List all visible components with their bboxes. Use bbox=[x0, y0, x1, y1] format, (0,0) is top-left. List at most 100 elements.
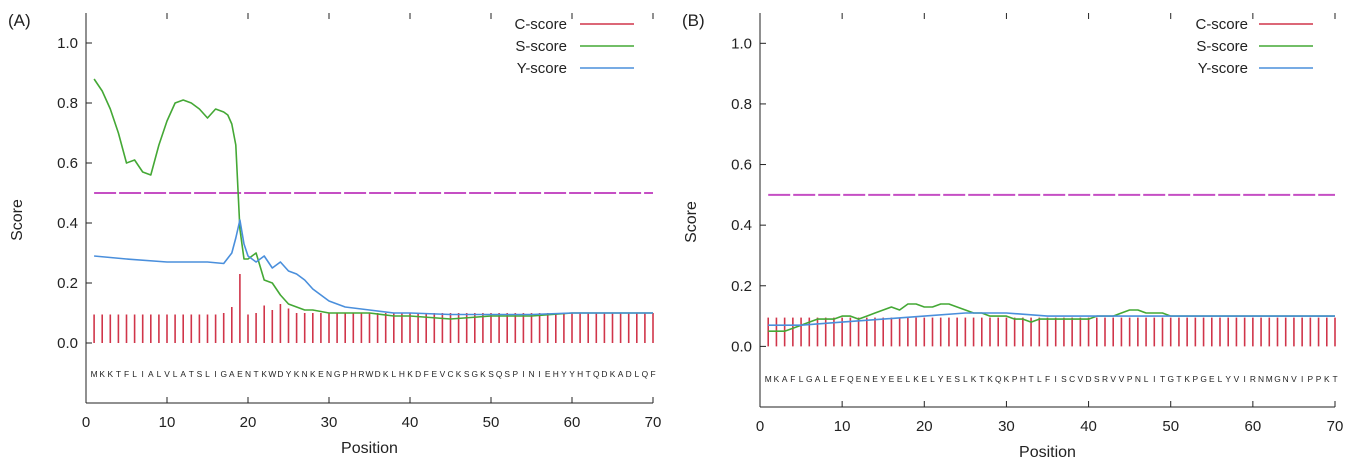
sequence-residue: L bbox=[1037, 374, 1042, 384]
s-score-line bbox=[93, 78, 653, 320]
sequence-residue: E bbox=[889, 374, 895, 384]
sequence-residue: A bbox=[815, 374, 821, 384]
sequence-residue: T bbox=[116, 369, 121, 379]
sequence-residue: K bbox=[383, 369, 389, 379]
sequence-residue: L bbox=[930, 374, 935, 384]
sequence-residue: K bbox=[1184, 374, 1190, 384]
sequence-residue: M bbox=[91, 369, 98, 379]
x-axis-title: Position bbox=[341, 440, 398, 457]
sequence-residue: P bbox=[1193, 374, 1199, 384]
sequence-residue: L bbox=[1218, 374, 1223, 384]
sequence-residue: A bbox=[618, 369, 624, 379]
sequence-residue: L bbox=[963, 374, 968, 384]
x-tick-label: 20 bbox=[240, 414, 257, 431]
sequence-residue: D bbox=[277, 369, 283, 379]
sequence-residue: F bbox=[1045, 374, 1050, 384]
sequence-residue: P bbox=[342, 369, 348, 379]
sequence-residue: K bbox=[610, 369, 616, 379]
sequence-residue: Q bbox=[995, 374, 1002, 384]
sequence-residue: E bbox=[318, 369, 324, 379]
sequence-residue: Q bbox=[593, 369, 600, 379]
sequence-residue: R bbox=[1250, 374, 1256, 384]
sequence-residue: E bbox=[545, 369, 551, 379]
sequence-residue: I bbox=[538, 369, 540, 379]
sequence-residue: K bbox=[294, 369, 300, 379]
sequence-residue: T bbox=[1176, 374, 1181, 384]
sequence-residue: K bbox=[1004, 374, 1010, 384]
sequence-residue: Y bbox=[880, 374, 886, 384]
legend-label: Y-score bbox=[517, 60, 567, 77]
sequence-residue: A bbox=[782, 374, 788, 384]
sequence-residue: P bbox=[1316, 374, 1322, 384]
sequence-residue: T bbox=[1160, 374, 1165, 384]
x-tick-label: 60 bbox=[564, 414, 581, 431]
sequence-residue: L bbox=[906, 374, 911, 384]
panel-label: (B) bbox=[682, 11, 705, 30]
sequence-residue: K bbox=[774, 374, 780, 384]
sequence-residue: I bbox=[1055, 374, 1057, 384]
x-tick-label: 70 bbox=[1327, 418, 1344, 435]
sequence-residue: S bbox=[954, 374, 960, 384]
sequence-residue: S bbox=[488, 369, 494, 379]
y-axis-title: Score bbox=[9, 199, 26, 241]
sequence-residue: G bbox=[806, 374, 813, 384]
sequence-residue: Y bbox=[938, 374, 944, 384]
sequence-residue: G bbox=[1200, 374, 1207, 384]
sequence-residue: D bbox=[375, 369, 381, 379]
sequence-residue: K bbox=[407, 369, 413, 379]
sequence-residue: C bbox=[447, 369, 453, 379]
sequence-residue: N bbox=[1135, 374, 1141, 384]
sequence-residue: L bbox=[173, 369, 178, 379]
sequence-residue: V bbox=[1078, 374, 1084, 384]
sequence-residue: E bbox=[432, 369, 438, 379]
sequence-residue: L bbox=[157, 369, 162, 379]
sequence-residue: F bbox=[790, 374, 795, 384]
sequence-residue: L bbox=[391, 369, 396, 379]
sequence-residue: L bbox=[132, 369, 137, 379]
sequence-residue: G bbox=[472, 369, 479, 379]
sequence-residue: Y bbox=[569, 369, 575, 379]
sequence-residue: I bbox=[214, 369, 216, 379]
sequence-residue: V bbox=[1234, 374, 1240, 384]
sequence-residue: H bbox=[1020, 374, 1026, 384]
sequence-residue: H bbox=[553, 369, 559, 379]
x-tick-label: 0 bbox=[82, 414, 90, 431]
sequence-residue: T bbox=[1029, 374, 1034, 384]
legend-label: S-score bbox=[515, 38, 567, 55]
sequence-residue: E bbox=[237, 369, 243, 379]
sequence-residue: P bbox=[1012, 374, 1018, 384]
y-tick-label: 0.6 bbox=[57, 155, 78, 172]
sequence-residue: T bbox=[1332, 374, 1337, 384]
y-axis-title: Score bbox=[683, 201, 700, 243]
sequence-residue: N bbox=[1258, 374, 1264, 384]
sequence-residue: K bbox=[261, 369, 267, 379]
y-tick-label: 0.8 bbox=[731, 96, 752, 113]
sequence-residue: V bbox=[1119, 374, 1125, 384]
sequence-residue: G bbox=[1274, 374, 1281, 384]
y-score-line bbox=[94, 219, 653, 316]
sequence-residue: H bbox=[350, 369, 356, 379]
legend-label: Y-score bbox=[1198, 60, 1248, 77]
sequence-residue: D bbox=[415, 369, 421, 379]
sequence-residue: I bbox=[1301, 374, 1303, 384]
sequence-residue: F bbox=[840, 374, 845, 384]
sequence-residue: L bbox=[823, 374, 828, 384]
x-axis-title: Position bbox=[1019, 444, 1076, 461]
sequence-residue: N bbox=[302, 369, 308, 379]
x-tick-label: 30 bbox=[321, 414, 338, 431]
sequence-residue: N bbox=[864, 374, 870, 384]
sequence-residue: D bbox=[601, 369, 607, 379]
legend-label: C-score bbox=[514, 16, 567, 33]
sequence-residue: K bbox=[1324, 374, 1330, 384]
sequence-residue: V bbox=[440, 369, 446, 379]
y-tick-label: 0.8 bbox=[57, 95, 78, 112]
sequence-residue: L bbox=[205, 369, 210, 379]
sequence-residue: A bbox=[148, 369, 154, 379]
sequence-residue: Y bbox=[286, 369, 292, 379]
sequence-residue: V bbox=[1110, 374, 1116, 384]
x-tick-label: 0 bbox=[756, 418, 764, 435]
panel-label: (A) bbox=[8, 11, 31, 30]
x-tick-label: 30 bbox=[998, 418, 1015, 435]
sequence-residue: T bbox=[189, 369, 194, 379]
